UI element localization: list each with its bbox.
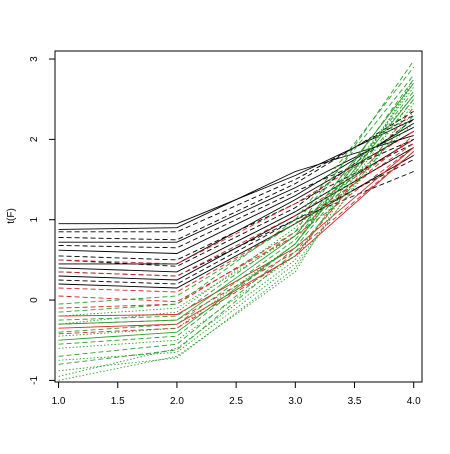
y-tick-label: 3 bbox=[29, 56, 40, 62]
series-line-black-1-2 bbox=[58, 138, 414, 249]
series-line-black-1-1 bbox=[58, 110, 414, 241]
series-line-green-4-4 bbox=[58, 102, 415, 372]
series-line-green-4-5 bbox=[58, 78, 415, 381]
series-line-black-0-1 bbox=[58, 134, 414, 230]
series-line-green-4-3 bbox=[58, 111, 415, 361]
x-axis: 1.0 1.5 2.0 2.5 3.0 3.5 4.0 bbox=[52, 382, 421, 407]
x-tick-label: 1.5 bbox=[111, 396, 125, 407]
x-tick-label: 1.0 bbox=[52, 396, 66, 407]
series-line-black-1-0 bbox=[58, 114, 414, 233]
series-line-red-2-2 bbox=[58, 143, 414, 293]
series-line-black-1-3 bbox=[58, 142, 414, 261]
series-line-green-4-0 bbox=[58, 94, 415, 317]
series-line-green-4-6 bbox=[58, 82, 415, 377]
series-line-green-4-1 bbox=[58, 86, 415, 337]
y-tick-label: 2 bbox=[29, 136, 40, 142]
x-tick-label: 2.0 bbox=[170, 396, 184, 407]
series-line-green-5-0 bbox=[58, 74, 415, 305]
series-line-red-2-0 bbox=[58, 130, 414, 265]
series-line-black-1-6 bbox=[58, 171, 414, 285]
series-line-green-5-6 bbox=[58, 115, 415, 365]
series-line-green-5-4 bbox=[58, 78, 415, 345]
x-tick-label: 2.5 bbox=[229, 396, 243, 407]
y-tick-label: 0 bbox=[29, 297, 40, 303]
x-tick-label: 3.5 bbox=[348, 396, 362, 407]
x-tick-label: 3.0 bbox=[288, 396, 302, 407]
x-tick-label: 4.0 bbox=[407, 396, 421, 407]
series-line-green-4-7 bbox=[58, 122, 414, 325]
plot-frame bbox=[54, 50, 423, 383]
series-line-green-6-1 bbox=[58, 94, 415, 341]
series-line-red-2-1 bbox=[58, 139, 414, 277]
series-line-green-5-1 bbox=[58, 66, 415, 313]
series-line-red-2-4 bbox=[58, 135, 414, 309]
series-lines bbox=[58, 60, 415, 381]
y-axis-label: t(F) bbox=[6, 208, 17, 224]
series-line-red-2-6 bbox=[58, 106, 415, 335]
series-line-green-5-5 bbox=[58, 98, 415, 357]
series-line-red-2-3 bbox=[58, 147, 414, 303]
series-line-black-0-2 bbox=[58, 126, 414, 243]
y-axis: -1 0 1 2 3 bbox=[29, 56, 55, 385]
series-line-red-3-0 bbox=[58, 147, 414, 317]
y-tick-label: -1 bbox=[29, 376, 40, 385]
series-line-green-5-2 bbox=[58, 60, 415, 321]
series-line-green-6-0 bbox=[58, 82, 415, 325]
series-line-black-1-4 bbox=[58, 118, 414, 267]
series-line-green-5-3 bbox=[58, 90, 415, 333]
y-tick-label: 1 bbox=[29, 216, 40, 222]
